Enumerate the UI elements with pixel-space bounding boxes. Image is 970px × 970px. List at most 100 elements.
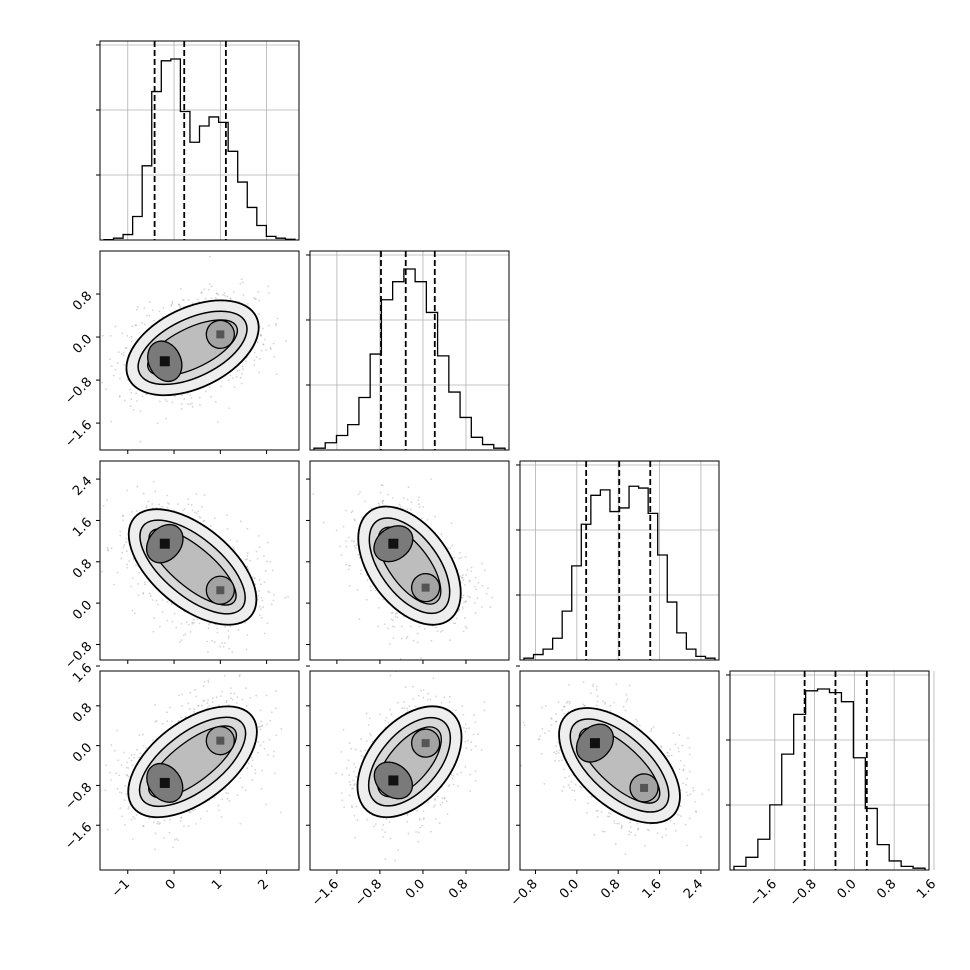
scatter-point (679, 805, 682, 807)
scatter-point (474, 745, 477, 748)
scatter-point (236, 369, 239, 372)
scatter-point (151, 739, 154, 742)
scatter-point (258, 546, 261, 549)
scatter-point (262, 740, 265, 743)
scatter-point (151, 309, 154, 312)
scatter-point (461, 574, 464, 577)
scatter-point (417, 496, 420, 499)
scatter-point (126, 334, 129, 337)
scatter-point (418, 819, 421, 821)
scatter-point (154, 490, 157, 493)
scatter-point (450, 773, 453, 776)
scatter-point (154, 848, 156, 851)
scatter-point (112, 374, 115, 377)
scatter-point (107, 549, 110, 552)
scatter-point (249, 559, 252, 562)
scatter-point (182, 298, 185, 301)
scatter-point (254, 577, 256, 580)
scatter-point (418, 506, 421, 508)
scatter-point (179, 287, 182, 290)
scatter-point (342, 728, 345, 731)
scatter-point (102, 504, 105, 507)
scatter-point (251, 576, 254, 579)
scatter-point (345, 509, 348, 512)
scatter-point (273, 750, 275, 753)
scatter-point (190, 504, 193, 506)
scatter-point (242, 293, 245, 296)
scatter-point (275, 373, 278, 376)
scatter-point (261, 724, 264, 727)
scatter-point (274, 772, 277, 775)
scatter-point (667, 754, 669, 757)
scatter-point (369, 732, 371, 735)
scatter-point (229, 687, 232, 690)
scatter-point (228, 647, 231, 650)
scatter-point (601, 700, 604, 703)
scatter-point (273, 593, 275, 596)
scatter-point (150, 456, 152, 458)
scatter-point (461, 705, 464, 708)
scatter-point (154, 703, 156, 706)
scatter-point (145, 393, 147, 396)
scatter-point (269, 719, 272, 722)
scatter-point (246, 554, 249, 557)
scatter-point (268, 738, 271, 741)
scatter-point (135, 392, 138, 395)
scatter-point (179, 640, 182, 643)
scatter-point (133, 756, 135, 759)
scatter-point (123, 751, 125, 754)
scatter-point (171, 302, 174, 305)
scatter-point (180, 403, 183, 406)
scatter-point (203, 519, 206, 522)
scatter-point (130, 340, 133, 343)
scatter-point (280, 727, 283, 730)
scatter-point (247, 568, 250, 571)
scatter-point (338, 545, 341, 548)
scatter-point (143, 307, 146, 309)
scatter-point (121, 551, 124, 554)
scatter-point (389, 674, 392, 677)
scatter-point (208, 283, 211, 286)
scatter-point (134, 324, 137, 327)
scatter-point (407, 832, 410, 835)
scatter-point (312, 492, 315, 495)
scatter-point (412, 639, 415, 642)
scatter-point (257, 751, 259, 754)
scatter-point (96, 803, 98, 805)
scatter-point (183, 507, 186, 510)
scatter-point (353, 540, 356, 543)
scatter-point (246, 565, 249, 568)
scatter-point (216, 631, 219, 634)
scatter-point (105, 499, 108, 502)
scatter-point (241, 368, 244, 370)
scatter-point (476, 733, 479, 736)
scatter-point (434, 804, 436, 806)
scatter-point (694, 810, 697, 813)
scatter-point (470, 570, 473, 573)
scatter-point (406, 814, 409, 817)
hist-panel-1 (306, 250, 510, 451)
panel-frame (309, 250, 510, 451)
scatter-point (465, 574, 468, 576)
scatter-point (187, 403, 190, 405)
hist-panel-3 (726, 670, 935, 871)
scatter-point (344, 563, 347, 566)
scatter-point (561, 709, 564, 711)
scatter-point (265, 694, 268, 697)
scatter-point (225, 699, 228, 702)
scatter-point (268, 591, 271, 594)
scatter-point (383, 623, 386, 626)
scatter-point (135, 814, 138, 816)
scatter-point (381, 828, 384, 831)
scatter-point (252, 296, 255, 299)
scatter-point (480, 748, 483, 751)
scatter-point (175, 837, 178, 840)
scatter-point (194, 511, 196, 514)
scatter-point (197, 704, 200, 707)
scatter-point (182, 825, 185, 828)
scatter-point (197, 704, 200, 707)
scatter-point (439, 661, 441, 663)
scatter-point (246, 767, 249, 770)
scatter-point (380, 484, 383, 486)
scatter-point (447, 547, 449, 550)
